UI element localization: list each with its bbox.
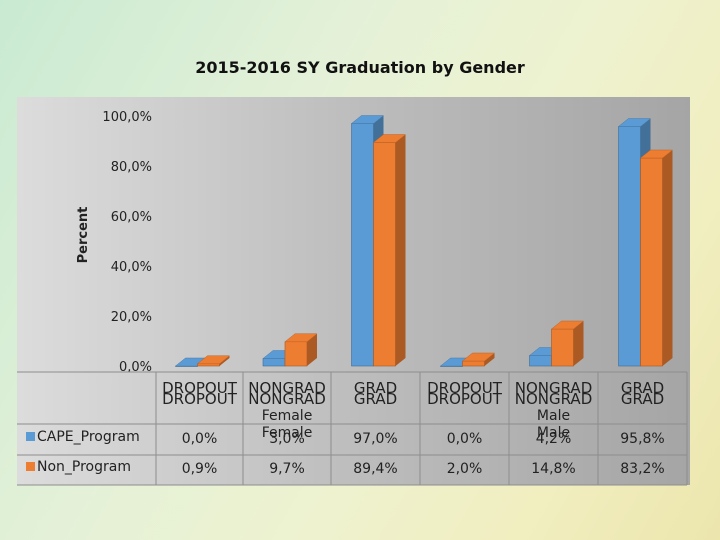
bar-top	[372, 134, 407, 143]
group-label-shadow: Male	[537, 425, 570, 441]
category-label-shadow: NONGRAD	[248, 379, 326, 397]
y-tick-label: 100,0%	[102, 110, 152, 125]
group-label: Male	[537, 408, 570, 424]
category-label: NONGRAD	[248, 390, 326, 408]
y-tick-label: 0,0%	[119, 360, 152, 375]
category-label: DROPOUT	[427, 390, 503, 408]
bar-top	[284, 333, 318, 342]
bar-top	[639, 149, 674, 159]
bar	[551, 328, 574, 367]
bar	[197, 363, 220, 367]
category-label: GRAD	[354, 390, 397, 408]
bar-top	[196, 355, 231, 364]
y-axis-label: Percent	[76, 207, 91, 264]
category-label-shadow: DROPOUT	[427, 379, 503, 397]
legend-label: Non_Program	[37, 459, 131, 475]
bar	[373, 142, 396, 367]
data-label: 95,8%	[620, 431, 664, 447]
bar	[640, 157, 663, 367]
category-label-shadow: GRAD	[354, 379, 397, 397]
y-tick-label: 80,0%	[111, 160, 152, 175]
bar	[462, 360, 485, 367]
y-tick-label: 60,0%	[111, 210, 152, 225]
y-tick-label: 20,0%	[111, 310, 152, 325]
bar-side	[662, 150, 673, 366]
bar-side	[573, 321, 584, 366]
data-label: 14,8%	[531, 461, 575, 477]
legend-swatch	[26, 462, 35, 471]
data-label: 89,4%	[353, 461, 397, 477]
data-label: 97,0%	[353, 431, 397, 447]
data-label: 3,0%	[269, 431, 305, 447]
legend-swatch	[26, 432, 35, 441]
data-label: 0,9%	[182, 461, 218, 477]
legend-label: CAPE_Program	[37, 429, 140, 445]
data-label: 83,2%	[620, 461, 664, 477]
bar	[529, 355, 552, 367]
data-table: CAPE_Program 0,0% 3,0% 97,0% 0,0% 4,2% 95,8% No…	[17, 371, 688, 486]
data-label: 0,0%	[182, 431, 218, 447]
y-axis: 0,0% 20,0% 40,0% 60,0% 80,0% 100,0%	[102, 110, 152, 375]
bar-side	[307, 333, 317, 366]
category-label-shadow: GRAD	[621, 379, 664, 397]
category-label-shadow: NONGRAD	[515, 379, 593, 397]
data-label: 0,0%	[447, 431, 483, 447]
category-label-shadow: DROPOUT	[162, 379, 238, 397]
bar-top	[617, 118, 652, 127]
bar-top	[461, 352, 496, 362]
group-label: Female	[262, 408, 313, 424]
category-axis: DROPOUTDROPOUTNONGRADNONGRADGRADGRADDROP…	[162, 379, 664, 441]
category-label: NONGRAD	[515, 390, 593, 408]
chart-title: 2015-2016 SY Graduation by Gender	[195, 58, 525, 77]
bars	[174, 115, 674, 367]
bar-side	[219, 355, 230, 366]
data-label: 9,7%	[269, 461, 305, 477]
bar-top	[550, 320, 585, 330]
bar-top	[350, 115, 385, 124]
bar-side	[484, 353, 495, 366]
category-label: DROPOUT	[162, 390, 238, 408]
bar	[618, 126, 641, 367]
bar	[284, 341, 308, 367]
group-label-shadow: Female	[262, 425, 313, 441]
data-label: 4,2%	[536, 431, 572, 447]
bar-side	[395, 134, 406, 366]
category-label: GRAD	[621, 390, 664, 408]
y-tick-label: 40,0%	[111, 260, 152, 275]
bar	[262, 358, 286, 367]
data-label: 2,0%	[447, 461, 483, 477]
bar	[351, 123, 374, 367]
